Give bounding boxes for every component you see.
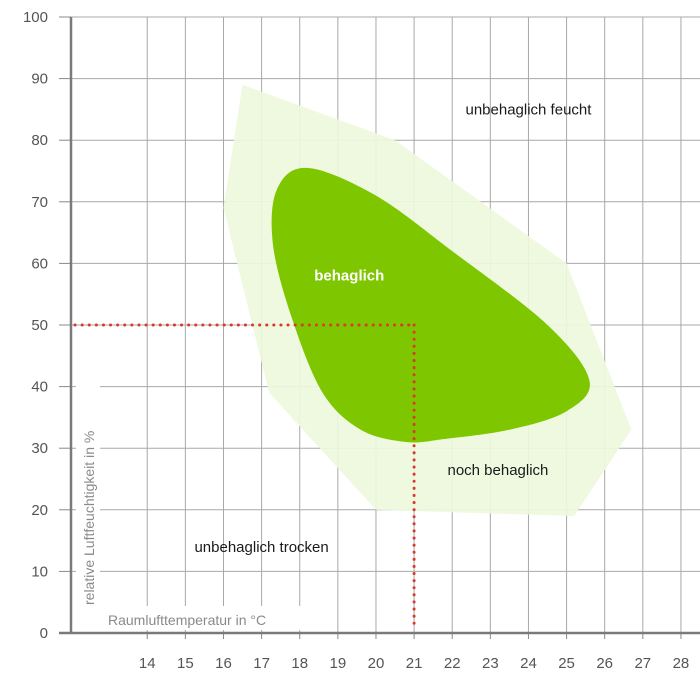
y-tick-label: 0	[40, 625, 48, 642]
tick-labels: 14 15 16 17 18 19 20 21 22 23 24 25 26 27 28 0 10 20 30 40 5…	[23, 9, 689, 672]
x-tick-label: 15	[177, 655, 194, 672]
x-tick-label: 14	[139, 655, 156, 672]
y-axis-title: relative Luftfeuchtigkeit in %	[81, 431, 97, 605]
region-label-behaglich: behaglich	[314, 268, 384, 285]
x-tick-label: 20	[368, 655, 385, 672]
x-tick-label: 28	[673, 655, 690, 672]
y-tick-label: 70	[31, 194, 48, 211]
x-tick-label: 23	[482, 655, 499, 672]
y-title-backdrop	[76, 350, 100, 608]
x-tick-label: 18	[291, 655, 308, 672]
y-tick-label: 10	[31, 563, 48, 580]
comfort-regions	[223, 84, 632, 517]
x-tick-label: 26	[596, 655, 613, 672]
x-tick-label: 22	[444, 655, 461, 672]
y-tick-label: 90	[31, 71, 48, 88]
x-title-backdrop	[100, 606, 335, 630]
y-tick-label: 50	[31, 317, 48, 334]
y-tick-label: 60	[31, 255, 48, 272]
y-tick-label: 40	[31, 379, 48, 396]
x-axis-title: Raumlufttemperatur in °C	[108, 612, 266, 628]
region-labels: unbehaglich feucht behaglich noch behaglic…	[194, 101, 592, 555]
reference-lines	[73, 323, 416, 632]
axes	[59, 16, 700, 639]
x-tick-label: 25	[558, 655, 575, 672]
y-tick-label: 20	[31, 502, 48, 519]
x-tick-label: 24	[520, 655, 537, 672]
x-tick-label: 27	[634, 655, 651, 672]
y-tick-label: 80	[31, 132, 48, 149]
y-tick-label: 100	[23, 9, 48, 26]
region-behaglich	[271, 167, 590, 443]
x-tick-label: 19	[330, 655, 347, 672]
region-label-unbehaglich-trocken: unbehaglich trocken	[194, 539, 328, 556]
region-label-noch-behaglich: noch behaglich	[447, 462, 548, 479]
x-tick-label: 21	[406, 655, 423, 672]
y-tick-label: 30	[31, 440, 48, 457]
region-label-unbehaglich-feucht: unbehaglich feucht	[465, 101, 592, 118]
x-tick-label: 16	[215, 655, 232, 672]
x-tick-label: 17	[253, 655, 270, 672]
